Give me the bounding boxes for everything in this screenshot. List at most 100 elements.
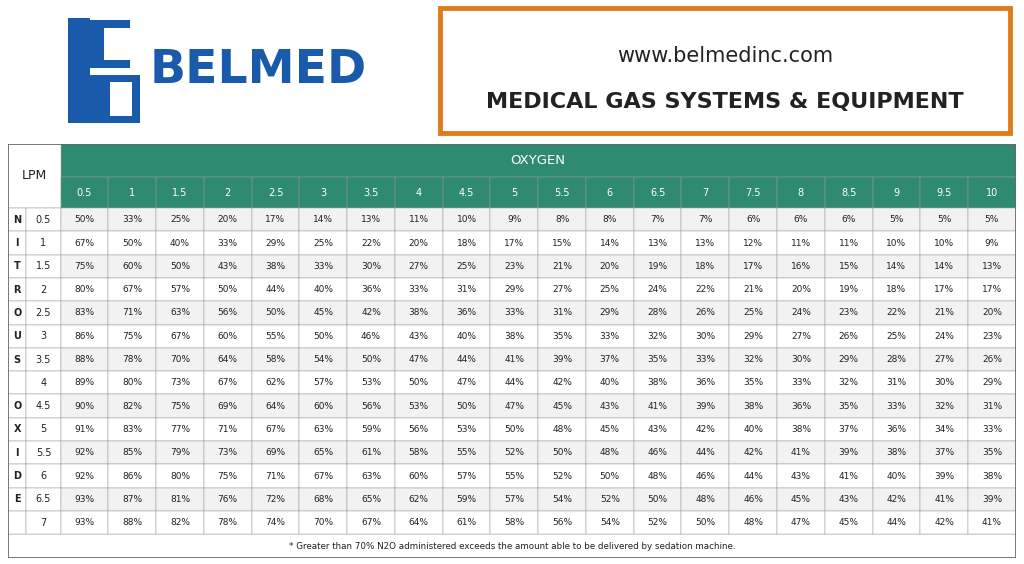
Bar [824,394,872,418]
Text: 23%: 23% [982,332,1001,341]
Text: 9.5: 9.5 [937,187,952,197]
Bar [968,464,1016,488]
Text: 42%: 42% [552,378,572,387]
Bar [347,348,395,371]
Bar [490,301,539,325]
Bar [252,371,299,394]
Text: 10%: 10% [887,239,906,248]
Text: 50%: 50% [600,472,620,481]
Bar [682,511,729,534]
Bar [634,301,682,325]
Bar [90,74,140,123]
Bar [8,301,27,325]
Bar [586,394,634,418]
Text: I: I [15,448,19,458]
Text: 2: 2 [224,187,230,197]
Bar [109,394,156,418]
Bar [490,255,539,278]
Bar [27,208,60,231]
Text: O: O [13,308,22,318]
Bar [777,278,824,301]
Bar [8,418,27,441]
Bar [347,511,395,534]
Text: 38%: 38% [743,402,763,411]
Bar [682,394,729,418]
Text: 8: 8 [798,187,804,197]
Bar [442,464,490,488]
Bar [8,325,27,348]
Text: 41%: 41% [982,518,1001,527]
Bar [347,488,395,511]
Text: 15%: 15% [552,239,572,248]
Bar [299,301,347,325]
Text: 43%: 43% [600,402,620,411]
Text: 35%: 35% [743,378,763,387]
Bar [156,488,204,511]
Text: 74%: 74% [265,518,286,527]
Bar [347,418,395,441]
Text: 80%: 80% [75,285,94,294]
Text: 54%: 54% [552,495,572,504]
Text: 18%: 18% [695,262,716,271]
Text: 31%: 31% [552,309,572,318]
Text: 40%: 40% [887,472,906,481]
Text: 33%: 33% [600,332,620,341]
Bar [586,325,634,348]
Text: 20%: 20% [791,285,811,294]
Bar [824,208,872,231]
Text: 3.5: 3.5 [36,355,51,364]
Bar [60,371,109,394]
Bar [824,177,872,208]
Bar [109,371,156,394]
Bar [777,348,824,371]
Bar [634,464,682,488]
Text: 17%: 17% [743,262,763,271]
Text: 26%: 26% [982,355,1001,364]
Text: 92%: 92% [75,472,94,481]
Bar [299,325,347,348]
Bar [109,177,156,208]
Bar [109,488,156,511]
Bar [204,511,252,534]
Text: 38%: 38% [504,332,524,341]
Text: O: O [13,401,22,411]
Bar [252,177,299,208]
Text: 86%: 86% [75,332,94,341]
Text: 47%: 47% [409,355,429,364]
Bar [60,255,109,278]
Text: 22%: 22% [695,285,716,294]
Text: 60%: 60% [122,262,142,271]
Text: 32%: 32% [743,355,763,364]
Bar [252,208,299,231]
Bar [109,231,156,255]
Bar [921,511,968,534]
Text: 57%: 57% [313,378,334,387]
Bar [442,488,490,511]
Text: 57%: 57% [457,472,476,481]
Bar [634,255,682,278]
Bar [824,511,872,534]
Text: 5: 5 [511,187,517,197]
Bar [872,255,921,278]
Text: 50%: 50% [695,518,716,527]
Bar [968,301,1016,325]
Bar [824,418,872,441]
Text: 68%: 68% [313,495,334,504]
Text: 62%: 62% [265,378,286,387]
Text: 38%: 38% [265,262,286,271]
Text: 85%: 85% [122,448,142,457]
Bar [490,464,539,488]
Text: 65%: 65% [361,495,381,504]
Text: I: I [15,238,19,248]
Text: 50%: 50% [361,355,381,364]
Bar [27,348,60,371]
Text: 57%: 57% [504,495,524,504]
Bar [872,418,921,441]
Text: 80%: 80% [122,378,142,387]
Text: 30%: 30% [791,355,811,364]
Text: 40%: 40% [600,378,620,387]
Text: 27%: 27% [409,262,429,271]
Bar [586,255,634,278]
Bar [442,301,490,325]
Bar [490,325,539,348]
